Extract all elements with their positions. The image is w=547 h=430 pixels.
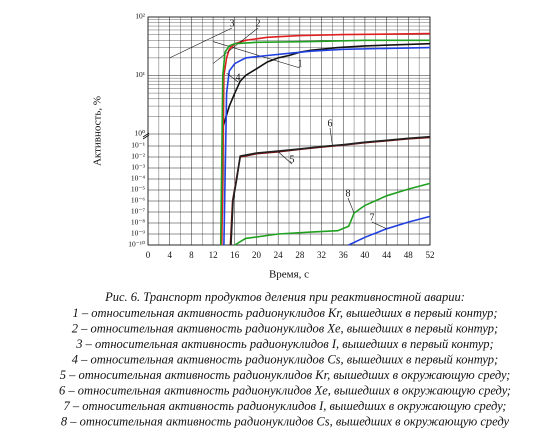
series-label: 3	[230, 18, 235, 29]
y-tick-label: 10¹	[135, 70, 145, 79]
series-label: 5	[290, 154, 295, 165]
caption-line: 3 – относительная активность радионуклид…	[75, 337, 493, 351]
x-tick-label: 20	[252, 250, 262, 260]
x-tick-label: 48	[404, 250, 414, 260]
x-tick-label: 32	[317, 250, 326, 260]
label-leader	[212, 41, 301, 69]
series-label: 8	[346, 188, 351, 199]
series-line	[348, 215, 431, 246]
series-line	[220, 42, 431, 246]
y-tick-label: 10⁻⁸	[131, 218, 145, 227]
x-tick-label: 40	[360, 250, 370, 260]
caption-line: 2 – относительная активность радионуклид…	[72, 321, 498, 335]
series-label: 1	[298, 58, 303, 69]
axis-break	[142, 134, 150, 140]
caption-line: 5 – относительная активность радионуклид…	[60, 368, 511, 382]
y-tick-label: 10⁻⁶	[131, 196, 145, 205]
y-tick-label: 10⁻¹	[131, 141, 145, 150]
y-tick-label: 10⁻¹⁰	[128, 240, 145, 249]
y-tick-label: 10⁻²	[131, 152, 145, 161]
label-leader	[226, 72, 239, 83]
x-tick-label: 24	[274, 250, 284, 260]
series-label: 7	[370, 212, 375, 223]
series-line	[230, 135, 431, 246]
x-axis-label: Время, с	[269, 269, 309, 281]
x-tick-label: 28	[295, 250, 305, 260]
x-tick-label: 36	[339, 250, 349, 260]
x-tick-label: 8	[189, 250, 194, 260]
label-leader	[371, 221, 387, 230]
x-tick-label: 12	[209, 250, 218, 260]
series-line	[223, 46, 431, 246]
label-leader	[169, 27, 233, 59]
label-leader	[347, 197, 355, 214]
axis-break	[142, 132, 150, 138]
y-tick-label: 10⁻³	[131, 163, 145, 172]
caption-title: Рис. 6. Транспорт продуктов деления при …	[104, 290, 465, 304]
y-tick-label: 10⁻⁴	[131, 174, 145, 183]
x-tick-label: 44	[382, 250, 392, 260]
x-tick-label: 16	[230, 250, 240, 260]
series-line	[219, 39, 430, 246]
y-tick-label: 10⁻⁵	[131, 185, 145, 194]
label-leader	[277, 151, 293, 165]
series-label: 2	[256, 18, 261, 29]
plot-frame	[147, 16, 431, 246]
x-tick-label: 52	[426, 250, 435, 260]
y-tick-label: 10²	[135, 12, 146, 21]
caption-line: 4 – относительная активность радионуклид…	[72, 352, 498, 366]
label-leader	[329, 127, 333, 146]
y-tick-label: 10⁰	[134, 129, 145, 138]
x-tick-label: 0	[146, 250, 151, 260]
caption-line: 1 – относительная активность радионуклид…	[72, 306, 497, 320]
caption-line: 7 – относительная активность радионуклид…	[64, 399, 507, 413]
caption-line: 8 – относительная активность радионуклид…	[61, 414, 510, 428]
label-leader	[212, 27, 259, 64]
caption-line: 6 – относительная активность радионуклид…	[59, 383, 511, 397]
series-label: 4	[236, 72, 241, 83]
series-label: 6	[328, 118, 333, 129]
series-line	[234, 182, 431, 246]
y-tick-label: 10⁻⁹	[131, 229, 145, 238]
y-axis-label: Активность, %	[92, 96, 104, 166]
x-tick-label: 4	[167, 250, 172, 260]
y-tick-label: 10⁻⁷	[131, 207, 145, 216]
